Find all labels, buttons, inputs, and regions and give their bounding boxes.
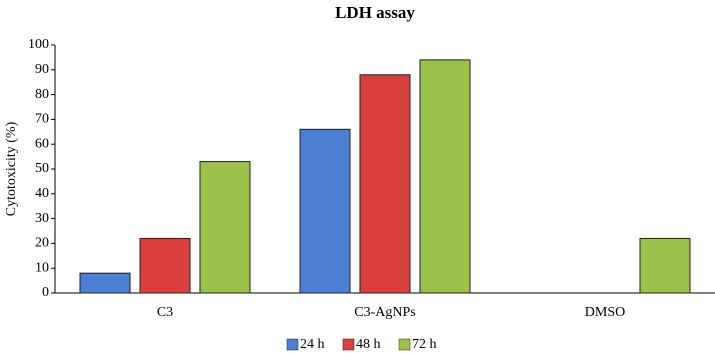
y-tick-label: 0 bbox=[42, 285, 49, 300]
bar bbox=[199, 161, 251, 294]
legend-label: 48 h bbox=[356, 337, 381, 352]
bar bbox=[79, 272, 131, 294]
legend-label: 24 h bbox=[300, 337, 325, 352]
y-tick-label: 80 bbox=[35, 87, 49, 102]
legend-swatch bbox=[342, 338, 355, 351]
x-tick-label: C3-AgNPs bbox=[354, 305, 415, 320]
legend-label: 72 h bbox=[412, 337, 437, 352]
y-axis-label: Cytotoxicity (%) bbox=[4, 121, 19, 216]
bar bbox=[419, 59, 471, 294]
bar bbox=[359, 74, 411, 294]
y-tick-label: 100 bbox=[28, 37, 49, 52]
y-tick-label: 30 bbox=[35, 211, 49, 226]
y-tick-label: 70 bbox=[35, 112, 49, 127]
legend-swatch bbox=[286, 338, 299, 351]
chart-title: LDH assay bbox=[335, 3, 415, 22]
y-tick-label: 90 bbox=[35, 62, 49, 77]
y-tick-label: 10 bbox=[35, 260, 49, 275]
bar bbox=[639, 237, 691, 294]
y-tick-label: 50 bbox=[35, 161, 49, 176]
y-tick-label: 40 bbox=[35, 186, 49, 201]
y-tick-label: 60 bbox=[35, 136, 49, 151]
y-tick-label: 20 bbox=[35, 236, 49, 251]
x-tick-label: DMSO bbox=[585, 305, 625, 320]
bar bbox=[299, 128, 351, 294]
bar bbox=[139, 237, 191, 294]
x-tick-label: C3 bbox=[157, 305, 173, 320]
legend-swatch bbox=[398, 338, 411, 351]
